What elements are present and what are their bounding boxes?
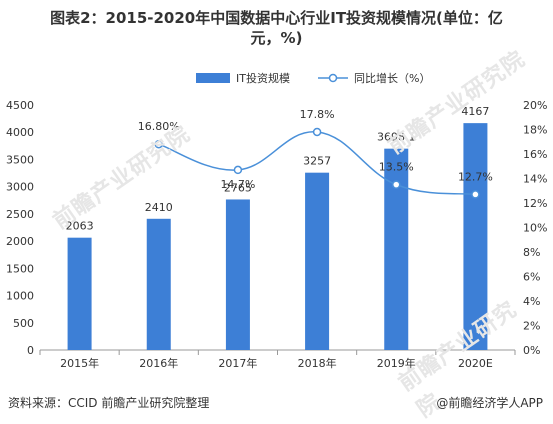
right-axis-tick-label: 12% <box>523 197 547 210</box>
right-axis-tick-label: 18% <box>523 124 547 137</box>
right-axis-tick-label: 6% <box>523 271 540 284</box>
x-axis-category-label: 2018年 <box>298 356 337 370</box>
bar-2016年 <box>146 218 171 350</box>
right-axis-tick-label: 16% <box>523 148 547 161</box>
right-axis-tick-label: 20% <box>523 99 547 112</box>
x-axis-category-label: 2019年 <box>377 356 416 370</box>
growth-point <box>154 139 163 149</box>
growth-value-label: 17.8% <box>300 108 335 121</box>
left-axis-tick-label: 3500 <box>6 153 34 166</box>
legend-line-label: 同比增长（%） <box>354 71 430 85</box>
right-axis-tick-label: 4% <box>523 295 540 308</box>
chart-title: 图表2：2015-2020年中国数据中心行业IT投资规模情况(单位：亿 元，%) <box>0 8 553 48</box>
bar-2020E <box>463 123 488 350</box>
right-axis-tick-label: 14% <box>523 173 547 186</box>
left-axis-tick-label: 1000 <box>6 290 34 303</box>
bar-value-label: 3257 <box>303 155 331 168</box>
x-axis-category-label: 2017年 <box>218 356 257 370</box>
chart-title-line1: 图表2：2015-2020年中国数据中心行业IT投资规模情况(单位：亿 <box>50 9 503 27</box>
bar-value-label: 2765 <box>224 181 252 194</box>
bar-2017年 <box>225 199 250 350</box>
left-axis-tick-label: 1500 <box>6 262 34 275</box>
growth-value-label: 13.5% <box>379 161 414 174</box>
left-axis-tick-label: 2000 <box>6 235 34 248</box>
growth-value-label: 16.80% <box>138 120 180 133</box>
left-axis-tick-label: 3000 <box>6 181 34 194</box>
left-axis-tick-label: 0 <box>27 344 34 357</box>
growth-value-label: 12.7% <box>458 170 493 183</box>
right-axis-tick-label: 10% <box>523 222 547 235</box>
left-axis-tick-label: 2500 <box>6 208 34 221</box>
bar-value-label: 2410 <box>145 201 173 214</box>
bar-2015年 <box>67 237 92 350</box>
legend-line-marker <box>328 73 338 83</box>
growth-point <box>312 127 322 137</box>
legend-bar-swatch <box>196 73 230 83</box>
growth-value-label: 14.7% <box>220 178 255 191</box>
x-axis-category-label: 2015年 <box>60 356 99 370</box>
x-axis-category-label: 2016年 <box>139 356 178 370</box>
legend-bar-label: IT投资规模 <box>236 71 290 85</box>
credit-note: @前瞻经济学人APP <box>436 396 543 410</box>
chart-title-line2: 元，%) <box>250 29 303 47</box>
growth-point <box>392 180 401 189</box>
x-axis-category-label: 2020E <box>458 357 493 370</box>
bar-2019年 <box>384 148 409 350</box>
left-axis-tick-label: 4500 <box>6 99 34 112</box>
bar-value-label: 3698.1 <box>377 131 416 144</box>
bar-value-label: 2063 <box>66 220 94 233</box>
growth-point <box>233 165 243 175</box>
footer: 资料来源：CCID 前瞻产业研究院整理 @前瞻经济学人APP <box>0 394 553 416</box>
left-axis-tick-label: 4000 <box>6 126 34 139</box>
growth-point <box>471 190 480 199</box>
right-axis-tick-label: 0% <box>523 344 540 357</box>
bar-value-label: 4167 <box>461 105 489 118</box>
right-axis-tick-label: 2% <box>523 320 540 333</box>
chart-area: 0 500 1000 1500 2000 2500 3000 3500 4000 4500 0% 2%… <box>6 71 547 370</box>
source-note: 资料来源：CCID 前瞻产业研究院整理 <box>8 396 210 410</box>
right-axis-tick-label: 8% <box>523 246 540 259</box>
bar-2018年 <box>305 172 330 350</box>
left-axis-tick-label: 500 <box>13 317 34 330</box>
